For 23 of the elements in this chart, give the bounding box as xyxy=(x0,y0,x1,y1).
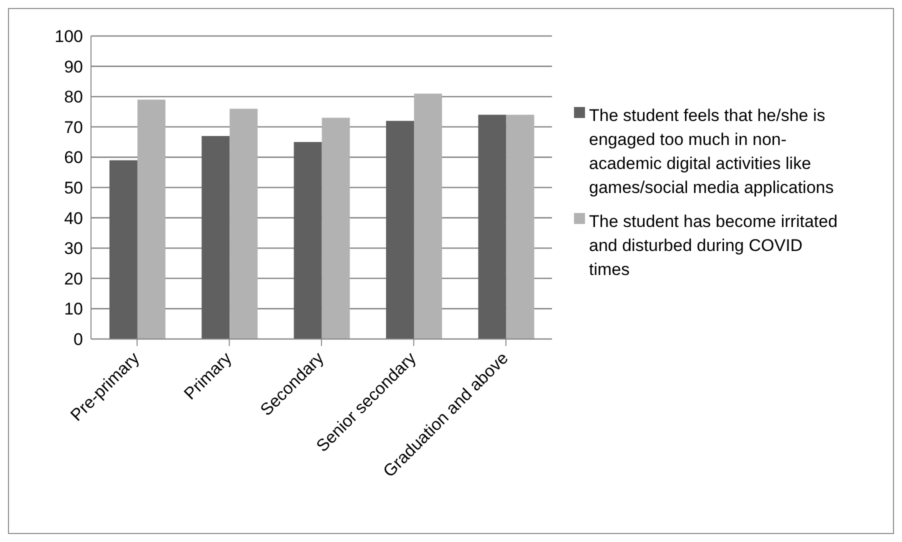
y-tick-label: 0 xyxy=(74,330,83,350)
y-tick-label: 50 xyxy=(64,178,83,198)
y-tick-label: 10 xyxy=(64,300,83,319)
y-tick-label: 100 xyxy=(54,27,83,46)
bar xyxy=(294,142,322,339)
bar xyxy=(478,114,506,339)
bar xyxy=(414,94,442,339)
legend-label: The student feels that he/she is engaged too much in non-academic digital activities like games/social media applications xyxy=(589,105,835,199)
bar xyxy=(506,114,534,339)
y-tick-label: 20 xyxy=(64,269,83,288)
bar xyxy=(202,136,230,339)
legend-label: The student has become irritated and disturbed during COVID times xyxy=(589,211,839,281)
y-tick-label: 90 xyxy=(64,57,83,76)
bar xyxy=(386,120,414,339)
bar xyxy=(230,108,258,339)
bar xyxy=(322,118,350,339)
y-tick-label: 70 xyxy=(64,118,83,137)
bar xyxy=(137,100,166,339)
bar xyxy=(109,160,138,339)
y-tick-label: 80 xyxy=(64,88,83,107)
y-tick-label: 40 xyxy=(64,208,83,228)
y-tick-label: 60 xyxy=(64,148,83,168)
y-tick-label: 30 xyxy=(64,239,83,258)
